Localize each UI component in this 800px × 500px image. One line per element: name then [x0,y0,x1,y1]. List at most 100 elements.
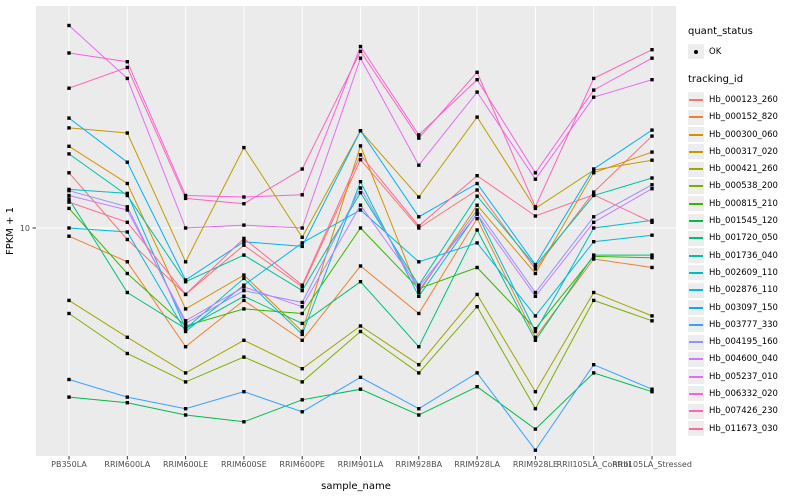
x-tick-label: RRIM928BA [395,460,442,469]
line-swatch-icon [689,341,703,344]
data-point [358,203,363,207]
data-point [183,196,188,201]
data-point [183,292,188,297]
legend-item-Hb_000152_820: Hb_000152_820 [688,109,800,126]
legend-key-line [688,300,704,315]
data-point [183,407,188,411]
data-point [67,226,71,230]
data-point [125,60,129,64]
data-point [183,345,188,349]
legend-item-Hb_000300_060: Hb_000300_060 [688,126,800,143]
data-point [125,65,129,70]
legend-item-label: Hb_000815_210 [709,198,778,209]
data-point [125,191,129,196]
legend-item-label: Hb_000152_820 [709,112,778,123]
legend-tracking-id-items: Hb_000123_260 Hb_000152_820 Hb_000300_060 H… [688,91,800,437]
data-point [417,311,421,316]
data-point [300,241,304,245]
legend-key-line [688,248,704,264]
data-point [417,136,421,140]
data-point [125,160,129,164]
legend-block-tracking-id: tracking_id Hb_000123_260 Hb_000152_820 Hb… [688,74,800,437]
data-point [533,335,538,339]
x-axis-title: sample_name [321,481,391,492]
data-point [533,177,538,181]
data-point [592,95,596,99]
legend-item-label: Hb_000123_260 [709,94,778,105]
data-point [533,390,538,394]
legend-item-Hb_004195_160: Hb_004195_160 [688,333,800,350]
legend-item-label: Hb_002609_110 [709,267,778,278]
data-point [242,288,246,293]
x-tick-label: PB350LA [51,460,87,469]
data-point [67,200,71,204]
data-point [650,150,654,154]
data-point [242,355,246,359]
data-point [475,70,479,74]
data-point [592,171,596,175]
data-point [358,129,363,133]
y-axis-title: FPKM + 1 [5,207,16,255]
data-point [533,214,538,218]
data-point [358,329,363,334]
data-point [67,152,71,156]
data-point [417,288,421,293]
legend-key-line [688,144,704,160]
data-point [125,290,129,295]
legend: quant_status OK tracking_id Hb_000123_26… [688,26,800,451]
data-point [417,260,421,264]
data-point [650,56,654,60]
data-point [242,195,246,199]
data-point [67,144,71,148]
data-point [300,398,304,402]
data-point [650,256,654,260]
data-point [650,183,654,187]
line-swatch-icon [689,289,703,292]
legend-key-line [688,351,704,367]
data-point [125,395,129,399]
data-point [592,298,596,303]
data-point [125,131,129,135]
data-point [67,116,71,120]
data-point [533,314,538,318]
data-point [242,202,246,206]
legend-item-label: Hb_003097_150 [709,302,778,313]
data-point [533,407,538,411]
data-point [358,186,363,190]
data-point [475,385,479,389]
data-point [358,158,363,162]
legend-key-line [688,386,704,402]
data-point [650,387,654,391]
data-point [650,314,654,318]
data-point [67,377,71,382]
legend-key-line [688,230,704,246]
data-point [592,215,596,219]
data-point [592,190,596,194]
line-swatch-icon [689,375,703,378]
data-point [125,181,129,186]
legend-item-label: Hb_004600_040 [709,354,778,365]
data-point [125,271,129,276]
data-point [242,273,246,277]
data-point [125,237,129,242]
data-point [300,235,304,239]
data-point [417,413,421,417]
data-point [242,294,246,298]
legend-key-line [688,317,704,333]
legend-item-label: Hb_007426_230 [709,406,778,417]
data-point [300,193,304,197]
data-point [242,276,246,281]
data-point [242,240,246,244]
data-point [592,371,596,375]
data-point [417,226,421,230]
data-point [592,76,596,81]
data-point [475,265,479,270]
line-swatch-icon [689,410,703,413]
data-point [183,413,188,417]
data-point [242,223,246,227]
data-point [592,257,596,261]
data-point [358,280,363,284]
legend-item-Hb_007426_230: Hb_007426_230 [688,403,800,420]
data-point [417,224,421,228]
data-point [650,158,654,162]
